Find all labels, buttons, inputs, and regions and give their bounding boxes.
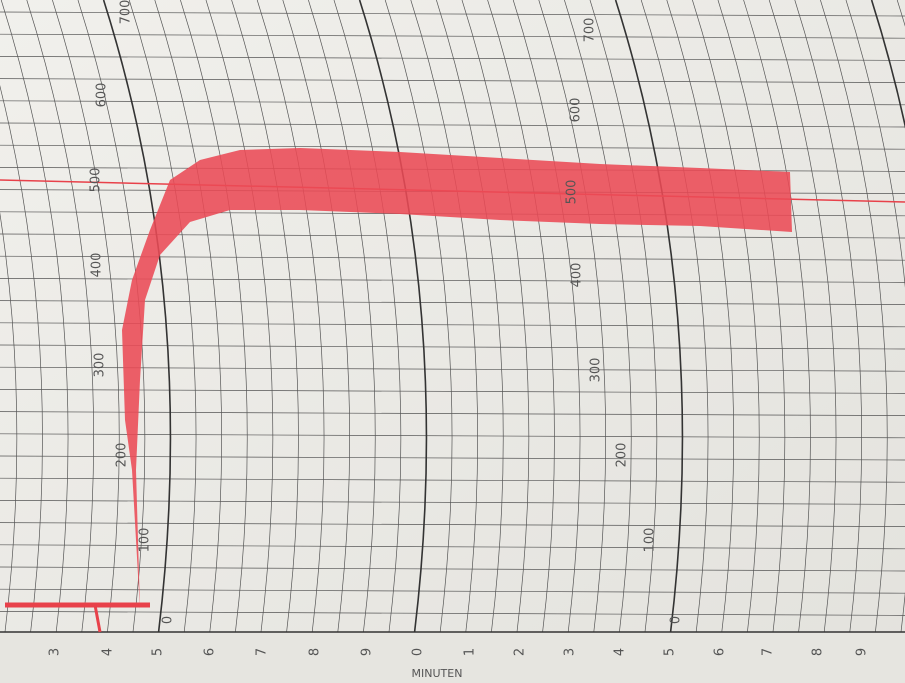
minute-label: 1 <box>463 648 478 656</box>
grid-arc <box>102 0 172 633</box>
grid-row <box>0 544 905 550</box>
grid-row <box>0 455 905 461</box>
minute-label: 5 <box>663 648 678 656</box>
left-scale-label: 200 <box>115 443 130 468</box>
grid-row <box>0 366 905 372</box>
left-scale-label: 0 <box>161 616 176 624</box>
minute-label: 4 <box>101 648 116 656</box>
right-scale-label: 700 <box>583 18 598 43</box>
minute-label: 8 <box>308 648 323 656</box>
grid-row <box>0 322 905 328</box>
minute-label: 3 <box>48 648 63 656</box>
grid-arc <box>154 0 222 633</box>
left-scale-label: 700 <box>119 0 134 24</box>
right-scale-label: 500 <box>565 180 580 205</box>
grid-arc <box>0 85 43 633</box>
grid-arc <box>614 0 684 633</box>
minute-label: 8 <box>811 648 826 656</box>
trace <box>0 148 905 633</box>
grid-row <box>0 566 905 572</box>
grid-arc <box>384 0 453 633</box>
grid-row <box>0 411 905 416</box>
grid-arc <box>256 0 325 633</box>
minute-label: 9 <box>360 648 375 656</box>
grid-arc <box>308 0 376 633</box>
grid-arc <box>282 0 350 633</box>
grid-arc <box>0 211 18 633</box>
grid-arc <box>692 0 760 633</box>
grid-arc <box>436 0 504 633</box>
left-scale-label: 100 <box>138 528 153 553</box>
left-scale-label: 400 <box>90 253 105 278</box>
grid-row <box>0 522 905 527</box>
label-strip <box>0 632 905 683</box>
grid-arc <box>564 0 632 633</box>
grid-arc <box>180 0 248 633</box>
trace-band <box>122 148 792 610</box>
grid-row <box>0 33 905 39</box>
grid-arc <box>743 0 811 633</box>
grid-row <box>0 122 905 128</box>
grid-arc <box>512 0 581 633</box>
grid-arc <box>589 0 658 633</box>
grid-arc <box>487 0 555 633</box>
grid-row <box>0 100 905 106</box>
grid-arc <box>768 0 837 633</box>
grid-arc <box>410 0 478 633</box>
left-scale-label: 600 <box>95 83 110 108</box>
grid-row <box>0 588 905 594</box>
minute-label: 2 <box>513 648 528 656</box>
grid-arc <box>231 0 299 633</box>
grid-arc <box>52 0 120 633</box>
grid-row <box>0 344 905 350</box>
axis-title: MINUTEN <box>412 667 463 680</box>
grid-arc <box>26 0 94 633</box>
grid-arc <box>640 0 709 633</box>
grid-row <box>0 433 905 439</box>
right-scale-label: 300 <box>589 358 604 383</box>
grid-row <box>0 56 905 61</box>
minute-label: 3 <box>563 648 578 656</box>
grid-row <box>0 500 905 505</box>
grid-arc <box>666 0 734 633</box>
minute-label: 5 <box>151 648 166 656</box>
grid-arc <box>128 0 197 633</box>
grid-arc <box>845 0 905 633</box>
grid-arc <box>205 0 274 633</box>
grid-arc <box>333 0 402 633</box>
grid-row <box>0 389 905 394</box>
minute-label: 4 <box>613 648 628 656</box>
grid-arc <box>461 0 530 633</box>
right-scale-label: 400 <box>570 263 585 288</box>
grid-arc <box>717 0 786 633</box>
grid-row <box>0 300 905 305</box>
right-scale-label: 0 <box>669 616 684 624</box>
right-scale-label: 100 <box>643 528 658 553</box>
right-scale-label: 600 <box>569 98 584 123</box>
grid-row <box>0 11 905 17</box>
minute-label: 6 <box>203 648 218 656</box>
grid-row <box>0 144 905 150</box>
labels: 3 4 5 6 7 8 9 0 1 2 3 4 5 6 7 8 9 0 100 200 300 400 500 600 700 0… <box>48 0 870 656</box>
start-mark <box>93 604 102 633</box>
minute-label: 7 <box>255 648 270 656</box>
grid-arc <box>820 0 888 633</box>
grid-row <box>0 611 905 616</box>
grid-row <box>0 78 905 83</box>
minute-label: 6 <box>713 648 728 656</box>
grid-arc <box>794 0 862 633</box>
left-scale-label: 500 <box>89 168 104 193</box>
grid-arc <box>870 0 905 129</box>
minute-label: 9 <box>855 648 870 656</box>
grid-arc <box>358 0 428 633</box>
minute-label: 7 <box>761 648 776 656</box>
right-scale-label: 200 <box>615 443 630 468</box>
left-scale-label: 300 <box>93 353 108 378</box>
grid-arc <box>538 0 606 633</box>
grid-row <box>0 477 905 483</box>
minute-label: 0 <box>411 648 426 656</box>
grid-arc <box>0 0 69 633</box>
